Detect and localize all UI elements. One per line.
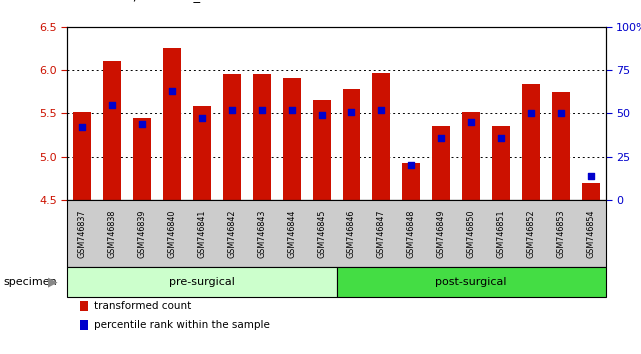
Text: percentile rank within the sample: percentile rank within the sample (94, 320, 269, 330)
Point (526, 110, 536, 116)
Point (346, 109, 356, 114)
Bar (492, 126, 510, 200)
Text: GSM746853: GSM746853 (556, 209, 565, 258)
Text: ▶: ▶ (48, 276, 58, 289)
Text: GSM746854: GSM746854 (587, 209, 595, 258)
Point (167, 88, 177, 93)
Point (436, 135, 446, 141)
Text: GSM746839: GSM746839 (138, 209, 147, 258)
Text: GSM746844: GSM746844 (287, 210, 296, 258)
Bar (522, 84, 540, 200)
Bar (462, 113, 480, 200)
Text: GSM746841: GSM746841 (197, 210, 206, 258)
Bar (552, 92, 570, 200)
Bar (193, 106, 211, 200)
Text: pre-surgical: pre-surgical (169, 277, 235, 287)
Bar (223, 74, 241, 200)
Bar (582, 183, 600, 200)
Point (586, 173, 596, 178)
Text: post-surgical: post-surgical (435, 277, 507, 287)
Point (137, 121, 147, 126)
Text: specimen: specimen (3, 277, 57, 287)
Text: GSM746851: GSM746851 (497, 209, 506, 258)
Text: GSM746840: GSM746840 (167, 210, 176, 258)
Text: transformed count: transformed count (94, 301, 191, 311)
Text: GSM746837: GSM746837 (78, 209, 87, 258)
Bar (403, 163, 420, 200)
Bar (163, 48, 181, 200)
Point (256, 107, 267, 113)
Point (376, 107, 387, 113)
Text: GSM746842: GSM746842 (228, 209, 237, 258)
Text: GSM746849: GSM746849 (437, 209, 445, 258)
Point (107, 102, 117, 108)
Point (496, 135, 506, 141)
Text: GSM746845: GSM746845 (317, 209, 326, 258)
Text: GSM746848: GSM746848 (407, 210, 416, 258)
Bar (432, 126, 450, 200)
Bar (253, 74, 271, 200)
Bar (342, 89, 360, 200)
Point (287, 107, 297, 113)
Bar (133, 118, 151, 200)
Bar (283, 78, 301, 200)
Point (227, 107, 237, 113)
Point (466, 119, 476, 125)
Text: GSM746846: GSM746846 (347, 210, 356, 258)
Text: GDS4354 / 227552_at: GDS4354 / 227552_at (67, 0, 214, 2)
Text: GSM746850: GSM746850 (467, 209, 476, 258)
Point (197, 116, 207, 121)
Bar (313, 100, 331, 200)
Text: GSM746843: GSM746843 (257, 210, 266, 258)
Bar (73, 113, 91, 200)
Text: GSM746852: GSM746852 (526, 209, 535, 258)
Text: GSM746838: GSM746838 (108, 210, 117, 258)
Point (406, 162, 417, 168)
Point (77, 124, 87, 130)
Bar (103, 61, 121, 200)
Text: GSM746847: GSM746847 (377, 209, 386, 258)
Bar (372, 73, 390, 200)
Point (556, 110, 566, 116)
Point (317, 112, 327, 118)
